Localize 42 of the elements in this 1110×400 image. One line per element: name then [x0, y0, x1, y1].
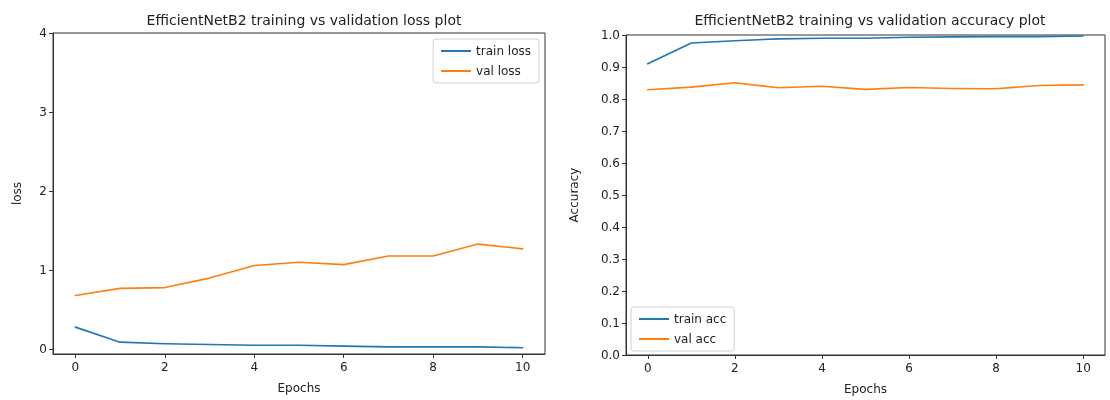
x-tick-label: 10	[515, 360, 531, 374]
legend-label: train acc	[674, 312, 727, 326]
y-tick-label: 0.4	[600, 220, 620, 234]
y-tick-label: 0.7	[600, 124, 620, 138]
x-tick-label: 6	[905, 361, 913, 375]
x-tick-label: 0	[71, 360, 80, 374]
x-tick-label: 2	[161, 360, 169, 374]
x-tick-label: 8	[429, 360, 437, 374]
y-tick-label: 0.9	[600, 60, 620, 74]
y-tick-label: 0.3	[600, 252, 620, 266]
y-tick-label: 0.1	[600, 316, 620, 330]
y-tick-label: 2	[39, 184, 47, 199]
x-tick-label: 10	[1075, 361, 1091, 375]
line-series	[646, 81, 1085, 91]
x-tick-label: 4	[250, 360, 259, 374]
line-series	[74, 326, 524, 349]
x-tick-label: 6	[339, 360, 348, 374]
y-tick-label: 0.0	[600, 348, 620, 362]
y-axis-title: Accuracy	[567, 167, 581, 223]
y-tick-label: 1.0	[600, 28, 620, 42]
y-tick-label: 1	[39, 263, 47, 278]
y-tick-label: 4	[39, 26, 47, 40]
y-tick-label: 0.2	[600, 284, 620, 298]
x-tick-label: 4	[818, 361, 826, 375]
y-tick-label: 0.8	[600, 92, 620, 106]
y-tick-label: 0.5	[600, 188, 620, 202]
chart-title: EfficientNetB2 training vs validation loss plot	[146, 12, 462, 28]
y-tick-label: 0	[39, 342, 47, 357]
legend-label: val acc	[674, 332, 717, 346]
x-tick-label: 8	[992, 361, 1000, 375]
x-tick-label: 2	[731, 361, 739, 375]
chart-title: EfficientNetB2 training vs validation accuracy plot	[694, 12, 1047, 28]
legend-label: val loss	[476, 64, 521, 78]
y-tick-label: 0.6	[600, 156, 620, 170]
x-axis-title: Epochs	[277, 381, 321, 395]
x-axis-title: Epochs	[844, 382, 887, 396]
legend-label: train loss	[476, 44, 532, 58]
line-series	[646, 35, 1085, 65]
line-series	[74, 243, 524, 297]
y-tick-label: 3	[39, 105, 47, 120]
y-axis-title: loss	[10, 181, 24, 206]
x-tick-label: 0	[643, 361, 652, 375]
